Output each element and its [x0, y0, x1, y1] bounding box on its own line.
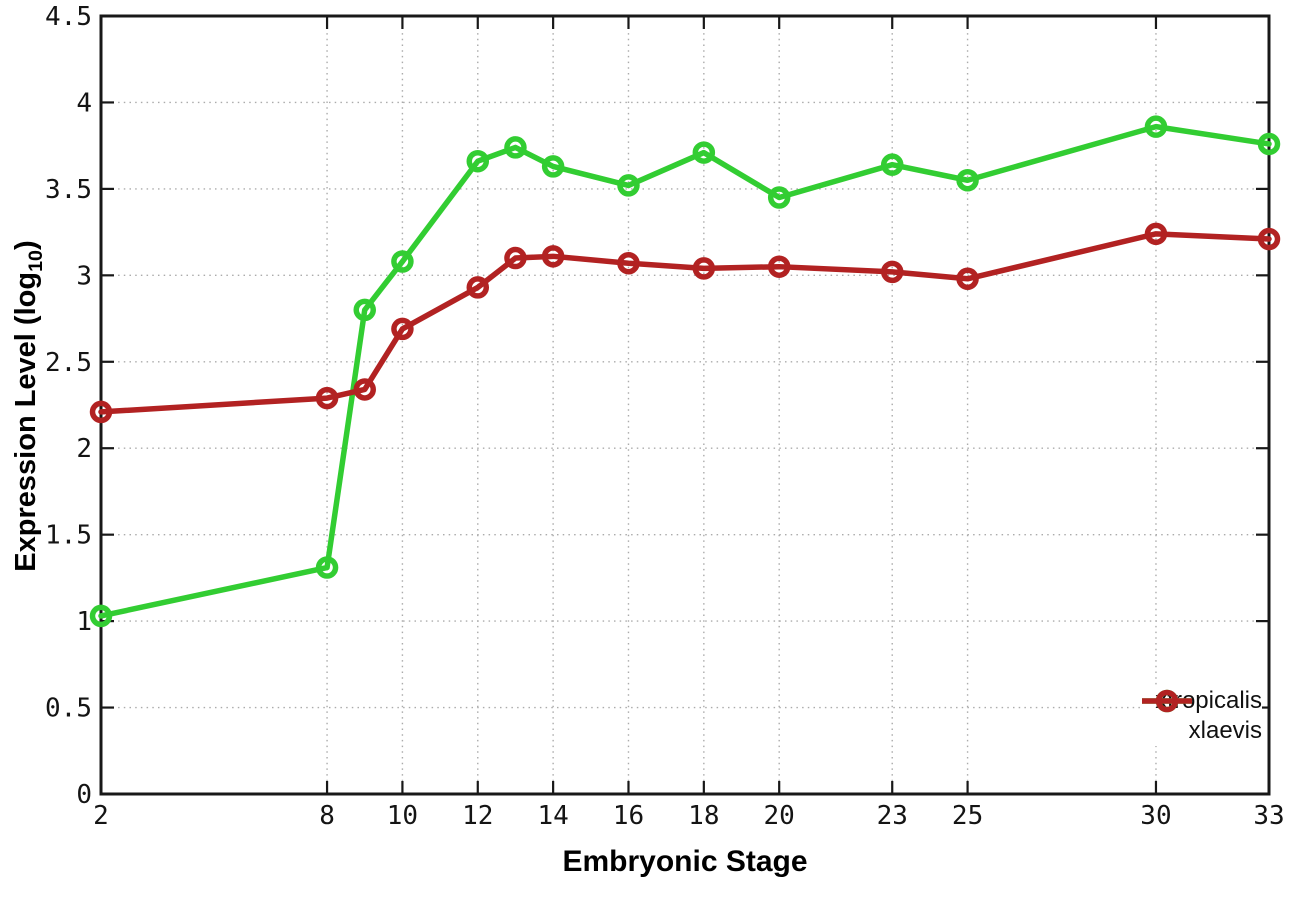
xlaevis-data-point — [692, 257, 716, 280]
y-axis-title-close: ) — [10, 240, 42, 250]
xtropicalis-data-point — [504, 136, 527, 159]
y-tick-label: 3.5 — [45, 175, 92, 205]
xlaevis-data-point — [1257, 227, 1281, 251]
xlaevis-data-point — [391, 317, 414, 341]
y-tick-label: 2.5 — [45, 348, 92, 378]
y-tick-label: 0.5 — [45, 694, 92, 724]
x-tick-label: 12 — [462, 801, 493, 831]
xlaevis-data-point — [353, 378, 376, 401]
x-tick-label: 30 — [1140, 801, 1171, 831]
xlaevis-data-point — [541, 245, 565, 268]
x-tick-label: 23 — [877, 801, 908, 831]
xlaevis-data-point — [880, 260, 904, 284]
x-tick-label: 2 — [93, 801, 109, 831]
xtropicalis-data-point — [1144, 115, 1168, 138]
y-tick-label: 0 — [76, 780, 92, 810]
xtropicalis-data-point — [466, 149, 490, 173]
y-tick-label: 4.5 — [45, 2, 92, 32]
y-axis-title-text: Expression Level (log — [10, 271, 42, 572]
y-tick-label: 2 — [76, 434, 92, 464]
xlaevis-data-point — [956, 267, 979, 291]
y-tick-label: 4 — [76, 88, 92, 118]
y-axis-title: Expression Level (log10) — [10, 126, 52, 686]
xtropicalis-data-point — [541, 155, 565, 178]
xtropicalis-data-point — [692, 141, 716, 164]
xlaevis-data-point — [466, 276, 490, 299]
y-axis-title-subscript: 10 — [24, 250, 47, 272]
xtropicalis-data-point — [315, 556, 339, 579]
x-tick-label: 14 — [537, 801, 568, 831]
y-tick-label: 3 — [76, 261, 92, 291]
xlaevis-series-line — [98, 231, 1272, 415]
x-tick-label: 20 — [764, 801, 795, 831]
xtropicalis-data-point — [1257, 132, 1281, 156]
xtropicalis-data-point — [956, 168, 979, 192]
x-tick-label: 33 — [1253, 801, 1284, 831]
legend-label-xlaevis: xlaevis — [1188, 717, 1262, 744]
x-axis-title: Embryonic Stage — [562, 845, 808, 878]
xtropicalis-data-point — [391, 250, 414, 273]
xlaevis-data-point — [89, 400, 113, 424]
x-tick-label: 16 — [613, 801, 644, 831]
y-tick-label: 1 — [76, 607, 92, 637]
x-tick-label: 18 — [688, 801, 719, 831]
xlaevis-data-point — [315, 386, 339, 410]
x-tick-label: 25 — [952, 801, 983, 831]
xlaevis-data-point — [504, 246, 527, 270]
xtropicalis-data-point — [353, 298, 376, 322]
xlaevis-data-point — [617, 251, 640, 275]
xlaevis-data-point — [1144, 222, 1168, 246]
xtropicalis-data-point — [880, 153, 904, 176]
xtropicalis-data-point — [767, 186, 791, 209]
xtropicalis-data-point — [617, 174, 640, 197]
xtropicalis-series-line — [98, 123, 1272, 619]
xtropicalis-data-point — [89, 604, 113, 628]
xlaevis-line-marker-icon — [1142, 689, 1193, 713]
x-tick-label: 10 — [387, 801, 418, 831]
legend-item-xlaevis: xlaevis — [1142, 689, 1262, 746]
x-tick-label: 8 — [319, 801, 335, 831]
y-tick-label: 1.5 — [45, 521, 92, 551]
xlaevis-data-point — [767, 255, 791, 278]
legend: xtropicalis xlaevis — [1141, 686, 1262, 746]
